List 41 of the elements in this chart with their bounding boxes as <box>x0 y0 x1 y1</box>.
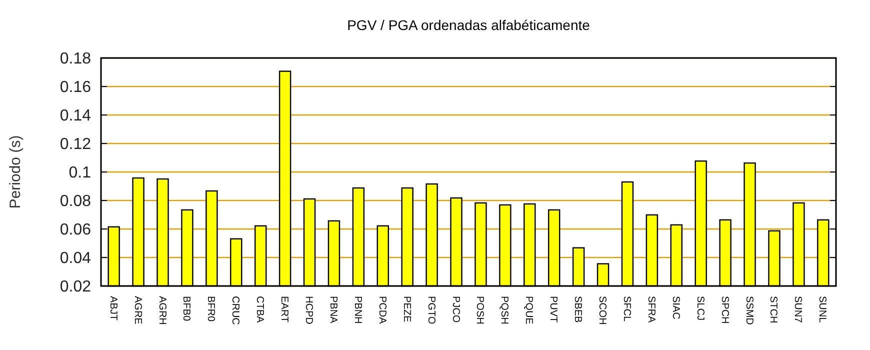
x-tick-label: SBEB <box>572 296 584 324</box>
y-tick-label: 0.1 <box>68 164 92 182</box>
x-tick-label: PGTO <box>425 296 436 324</box>
x-tick-label: CRUC <box>230 296 241 325</box>
y-tick-label: 0.14 <box>60 108 92 125</box>
x-tick-label: SFRA <box>645 296 656 323</box>
x-tick-label: SFCL <box>620 296 632 322</box>
x-tick-label: BFB0 <box>180 296 192 322</box>
x-tick-label: SIAC <box>670 296 681 320</box>
chart-title: PGV / PGA ordenadas alfabéticamente <box>347 17 590 33</box>
x-tick-label: HCPD <box>303 296 314 324</box>
x-tick-label: AGRE <box>132 296 143 325</box>
x-tick-label: SUN7 <box>792 296 804 324</box>
x-tick-label: PQSH <box>498 296 510 324</box>
y-tick-label: 0.08 <box>60 193 92 210</box>
x-tick-label: SUNL <box>816 296 828 324</box>
y-axis-title: Periodo (s) <box>7 135 24 209</box>
x-tick-label: PBNA <box>327 296 338 324</box>
y-tick-label: 0.16 <box>60 79 92 96</box>
y-tick-label: 0.12 <box>60 136 92 154</box>
x-tick-label: STCH <box>768 296 779 324</box>
y-tick-label: 0.04 <box>60 250 92 268</box>
x-tick-label: SPCH <box>718 296 730 324</box>
x-tick-label: CTBA <box>254 296 266 323</box>
y-tick-label: 0.02 <box>60 278 92 296</box>
x-tick-label: PQUE <box>523 296 534 325</box>
x-tick-label: AGRH <box>156 296 168 325</box>
x-tick-label: PUVT <box>548 296 559 323</box>
x-tick-label: SLCJ <box>694 296 706 320</box>
x-tick-label: SSMD <box>743 296 754 325</box>
x-tick-label: ABJT <box>107 296 118 320</box>
y-tick-label: 0.06 <box>60 222 92 239</box>
x-tick-label: EART <box>278 296 290 322</box>
x-tick-label: PJCO <box>450 296 461 323</box>
x-tick-label: PCDA <box>376 296 388 324</box>
x-tick-label: POSH <box>474 296 486 324</box>
x-tick-label: PBNH <box>352 296 363 324</box>
x-tick-label: BFR0 <box>205 296 216 322</box>
x-tick-label: PEZE <box>400 296 412 322</box>
y-tick-label: 0.18 <box>60 50 92 68</box>
x-tick-label: SCOH <box>596 296 608 325</box>
